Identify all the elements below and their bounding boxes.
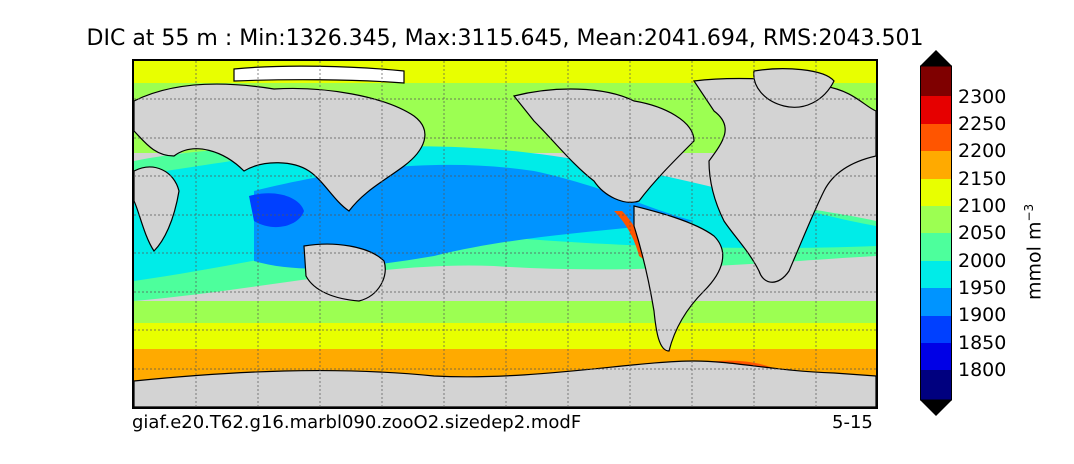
cb-band-1950 xyxy=(920,288,952,316)
south-america xyxy=(633,205,724,352)
cb-band-2300 xyxy=(920,96,952,124)
plot-title: DIC at 55 m : Min:1326.345, Max:3115.645… xyxy=(86,26,924,51)
colorbar-units: mmol m−3 xyxy=(1022,204,1045,300)
antarctica xyxy=(134,360,876,407)
cb-band-2000 xyxy=(920,261,952,288)
cb-band-2150 xyxy=(920,179,952,206)
cb-band-2250 xyxy=(920,124,952,151)
band-low-dic xyxy=(249,193,304,228)
cb-label-2300: 2300 xyxy=(958,86,1007,108)
cb-label-2050: 2050 xyxy=(958,222,1007,244)
colorbar-top-extend xyxy=(920,50,952,66)
africa-east xyxy=(134,166,180,252)
arctic-ice xyxy=(233,65,405,84)
cb-band-2350 xyxy=(920,66,952,96)
land xyxy=(134,65,876,407)
run-name: giaf.e20.T62.g16.marbl090.zooO2.sizedep2… xyxy=(132,412,582,433)
depth-range: 5-15 xyxy=(832,412,873,433)
greenland xyxy=(753,68,835,108)
cb-band-1800 xyxy=(920,370,952,400)
cb-label-2150: 2150 xyxy=(958,168,1007,190)
band-southern-yellow xyxy=(134,323,876,351)
cb-band-1900 xyxy=(920,316,952,343)
cb-band-1850 xyxy=(920,343,952,370)
colorbar-bottom-extend xyxy=(920,400,952,416)
cb-label-1800: 1800 xyxy=(958,359,1007,381)
cb-label-2250: 2250 xyxy=(958,113,1007,135)
colorbar xyxy=(920,50,952,416)
dic-map xyxy=(134,61,876,407)
north-america xyxy=(512,88,695,203)
cb-band-2050 xyxy=(920,233,952,261)
cb-band-2200 xyxy=(920,151,952,179)
cb-label-2100: 2100 xyxy=(958,195,1007,217)
band-upwelling xyxy=(614,211,646,261)
graticule xyxy=(134,61,876,407)
units-base: mmol m xyxy=(1023,221,1046,300)
units-exponent: −3 xyxy=(1022,203,1036,222)
cb-label-1850: 1850 xyxy=(958,332,1007,354)
cb-label-1950: 1950 xyxy=(958,277,1007,299)
map-panel xyxy=(132,59,878,409)
cb-label-2200: 2200 xyxy=(958,140,1007,162)
cb-band-2100 xyxy=(920,206,952,233)
cb-label-2000: 2000 xyxy=(958,250,1007,272)
eurasia xyxy=(134,83,426,212)
cb-label-1900: 1900 xyxy=(958,304,1007,326)
